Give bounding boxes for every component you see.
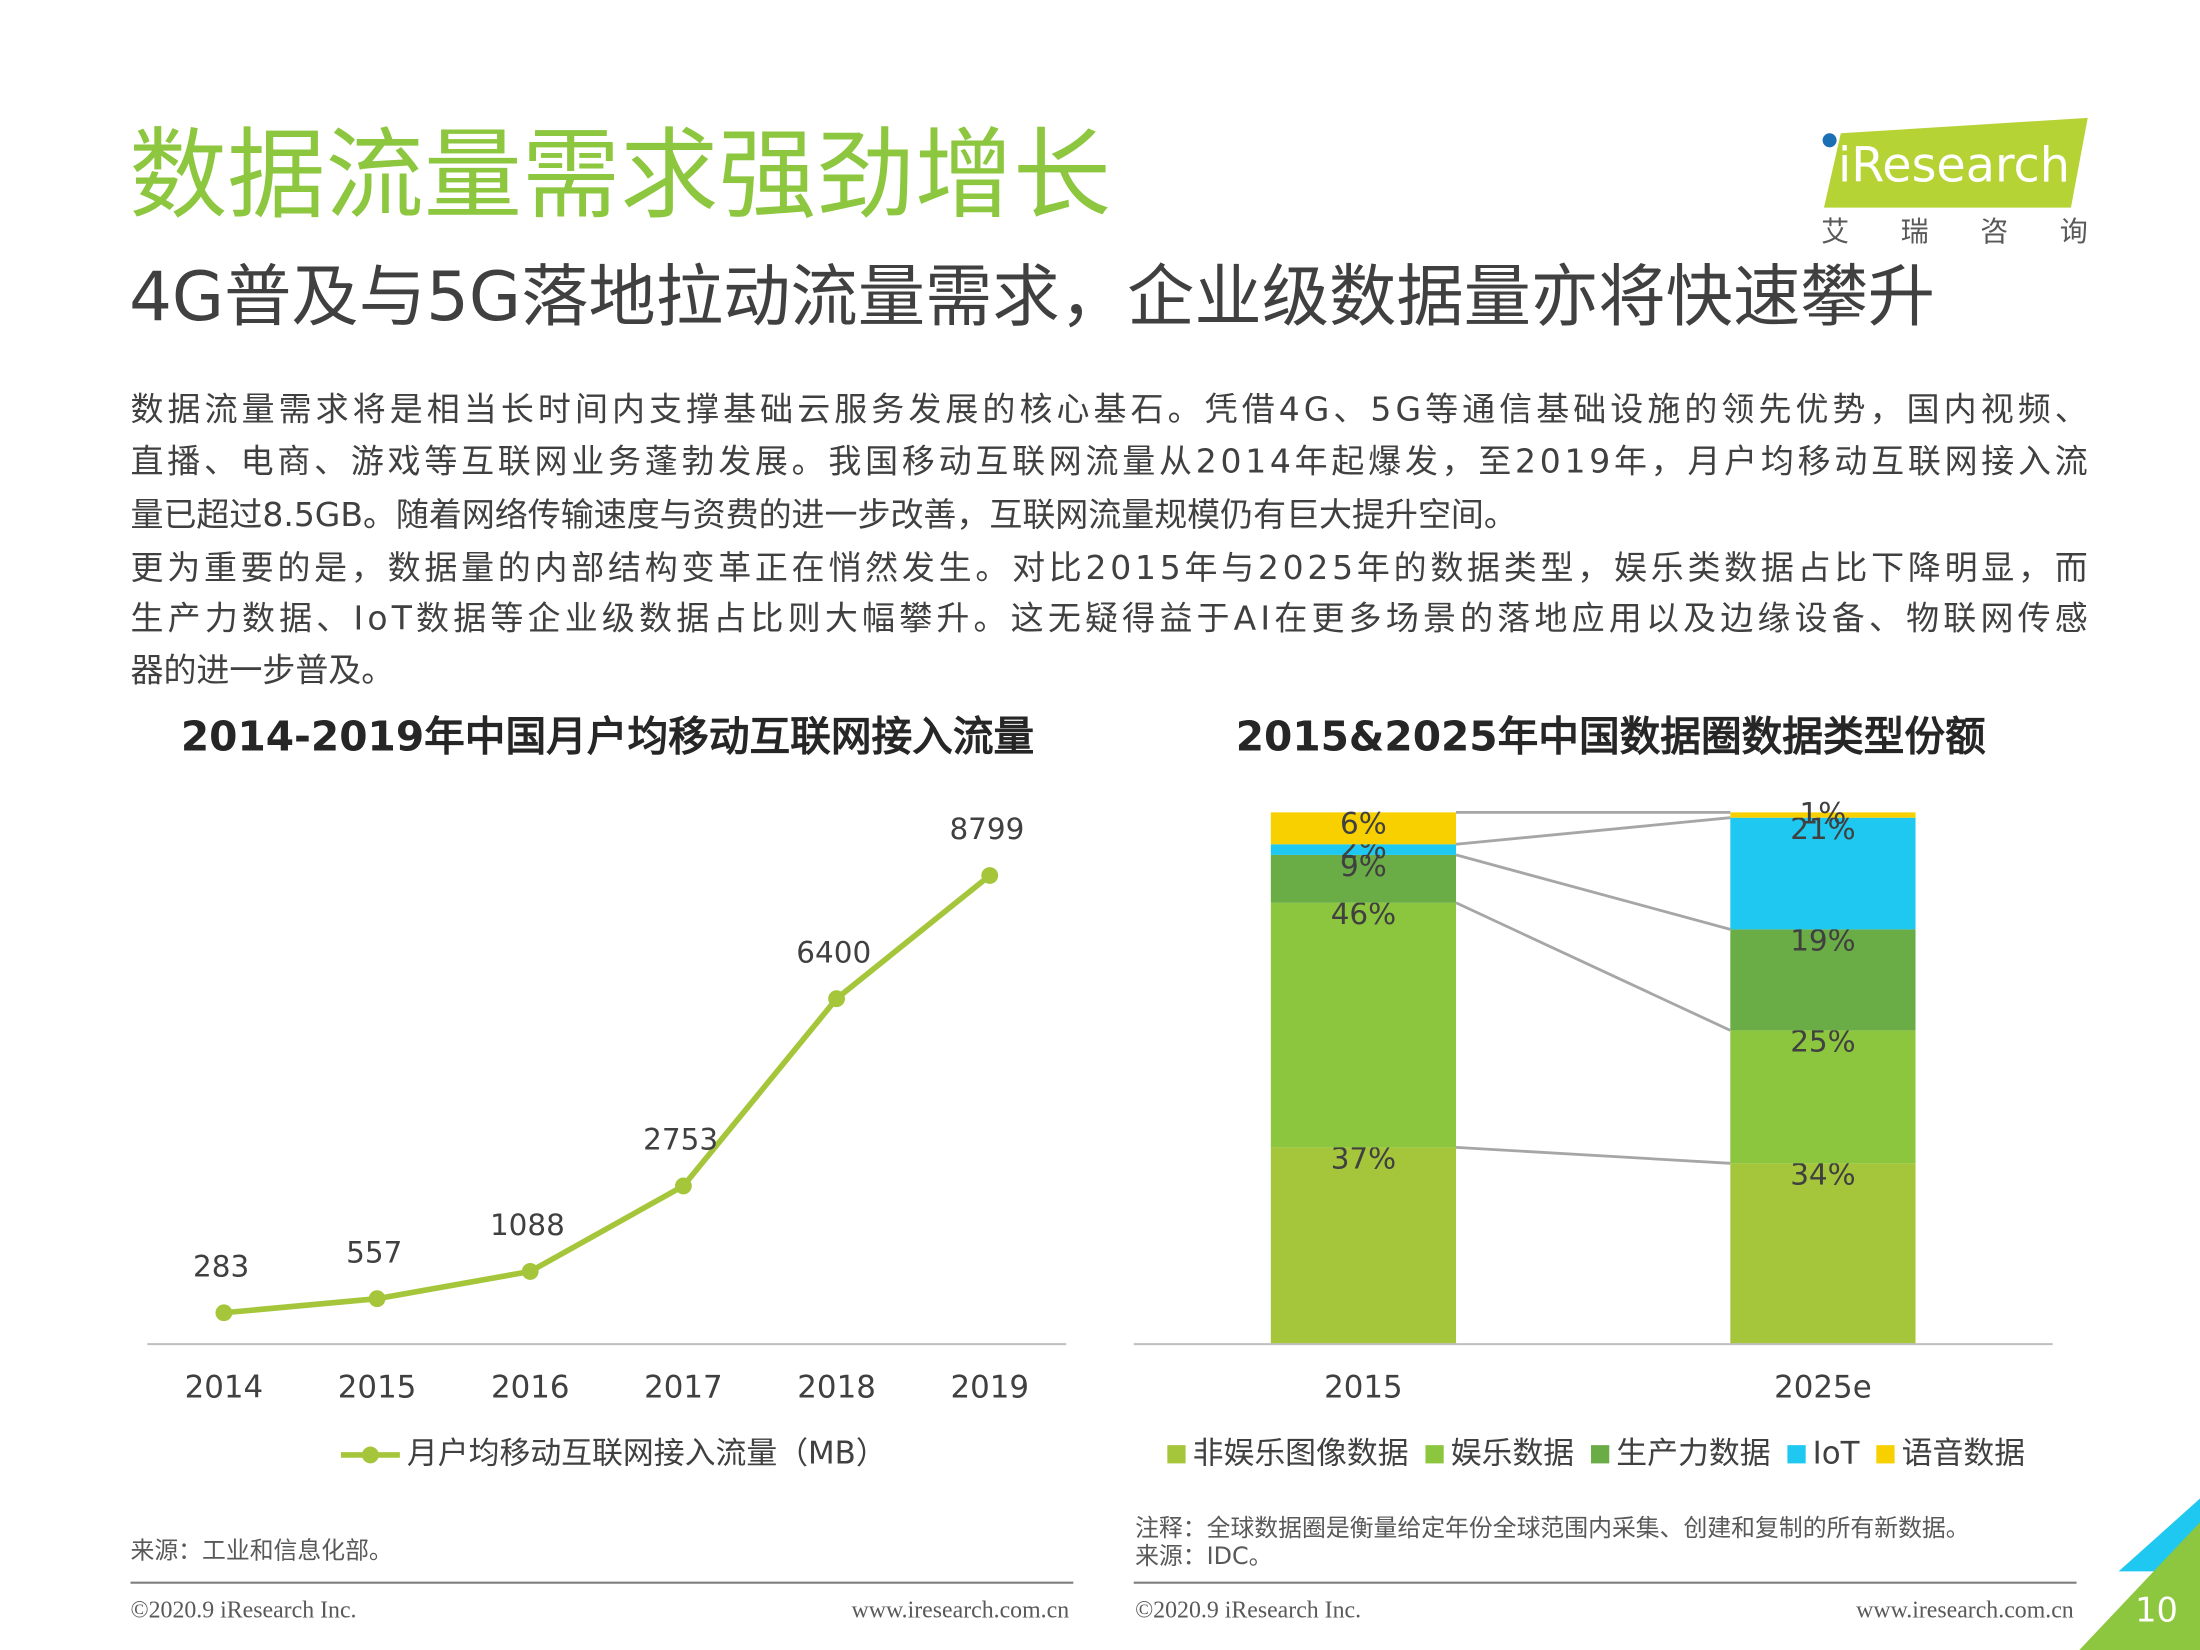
note: 注释：全球数据圈是衡量给定年份全球范围内采集、创建和复制的所有新数据。: [1135, 1514, 1970, 1542]
bar-segment: [1270, 1147, 1457, 1345]
footer-url: www.iresearch.com.cn: [1856, 1598, 2074, 1624]
x-tick-label: 2015: [338, 1370, 417, 1406]
legend-label: IoT: [1813, 1435, 1860, 1471]
page-subtitle: 4G普及与5G落地拉动流量需求，企业级数据量亦将快速攀升: [129, 257, 1935, 336]
page-title: 数据流量需求强劲增长: [129, 119, 1111, 233]
bar-segment: [1730, 929, 1916, 1031]
bar-segment: [1270, 812, 1457, 845]
connector-line: [1455, 816, 1731, 846]
connector-line: [1455, 853, 1731, 931]
legend-marker: [361, 1446, 379, 1464]
legend-label: 非娱乐图像数据: [1193, 1435, 1409, 1471]
data-label: 557: [346, 1235, 402, 1269]
paragraph-line: 生产力数据、IoT数据等企业级数据占比则大幅攀升。这无疑得益于AI在更多场景的落…: [130, 599, 2087, 638]
bar-segment: [1730, 817, 1916, 930]
bar-segment: [1270, 902, 1457, 1148]
x-tick-label: 2025e: [1774, 1370, 1872, 1406]
x-tick-label: 2017: [644, 1370, 723, 1406]
paragraph-line: 器的进一步普及。: [130, 651, 394, 690]
logo-subtext: 艾 瑞 咨 询: [1821, 215, 2088, 248]
legend-swatch: [1787, 1445, 1806, 1464]
data-label: 8799: [949, 812, 1024, 846]
page-number: 10: [2135, 1591, 2178, 1630]
point: [828, 990, 845, 1008]
point: [215, 1304, 233, 1322]
x-tick-label: 2018: [797, 1370, 876, 1406]
bar-segment: [1730, 1163, 1916, 1345]
paragraph-line: 直播、电商、游戏等互联网业务蓬勃发展。我国移动互联网流量从2014年起爆发，至2…: [130, 442, 2087, 481]
x-tick-label: 2019: [950, 1370, 1029, 1406]
data-label: 1088: [490, 1208, 565, 1242]
data-label: 6%: [1340, 806, 1387, 840]
legend-swatch: [1876, 1445, 1895, 1464]
chart-title: 2015&2025年中国数据圈数据类型份额: [1236, 712, 1986, 760]
paragraph-line: 更为重要的是，数据量的内部结构变革正在悄然发生。对比2015年与2025年的数据…: [130, 548, 2087, 587]
logo-shape: [1823, 117, 2088, 208]
source-note: 来源：IDC。: [1135, 1542, 1272, 1570]
legend-label: 娱乐数据: [1451, 1435, 1574, 1471]
logo-dot: [1822, 133, 1837, 148]
point: [674, 1177, 692, 1195]
legend-label: 月户均移动互联网接入流量（MB）: [407, 1435, 887, 1471]
point: [368, 1290, 386, 1308]
x-tick-label: 2015: [1324, 1370, 1403, 1406]
legend-swatch: [1425, 1445, 1444, 1464]
chart-title: 2014-2019年中国月户均移动互联网接入流量: [181, 712, 1034, 760]
legend-swatch: [1167, 1445, 1186, 1464]
paragraph-line: 量已超过8.5GB。随着网络传输速度与资费的进一步改善，互联网流量规模仍有巨大提…: [130, 495, 1516, 534]
connector-line: [1455, 901, 1731, 1032]
line: [223, 873, 992, 1316]
legend-label: 语音数据: [1902, 1435, 2025, 1471]
bar-segment: [1730, 812, 1916, 818]
bar-segment: [1730, 1030, 1916, 1164]
data-label: 283: [193, 1249, 249, 1283]
point: [981, 867, 999, 884]
legend-swatch: [1591, 1445, 1610, 1464]
bar-segment: [1270, 854, 1457, 903]
bar-segment: [1270, 844, 1457, 855]
legend-label: 生产力数据: [1616, 1435, 1770, 1471]
footer-url: www.iresearch.com.cn: [852, 1598, 1070, 1624]
source-note: 来源：工业和信息化部。: [130, 1536, 392, 1564]
point: [521, 1263, 539, 1280]
copyright: ©2020.9 iResearch Inc.: [130, 1598, 356, 1624]
x-tick-label: 2016: [491, 1370, 570, 1406]
copyright: ©2020.9 iResearch Inc.: [1135, 1598, 1361, 1624]
data-label: 6400: [796, 935, 871, 969]
logo-text: iResearch: [1838, 138, 2070, 193]
paragraph-line: 数据流量需求将是相当长时间内支撑基础云服务发展的核心基石。凭借4G、5G等通信基…: [130, 390, 2087, 429]
connector-line: [1455, 1145, 1731, 1165]
data-label: 2753: [643, 1123, 718, 1157]
x-tick-label: 2014: [185, 1370, 264, 1406]
data-label: 1%: [1800, 797, 1847, 831]
